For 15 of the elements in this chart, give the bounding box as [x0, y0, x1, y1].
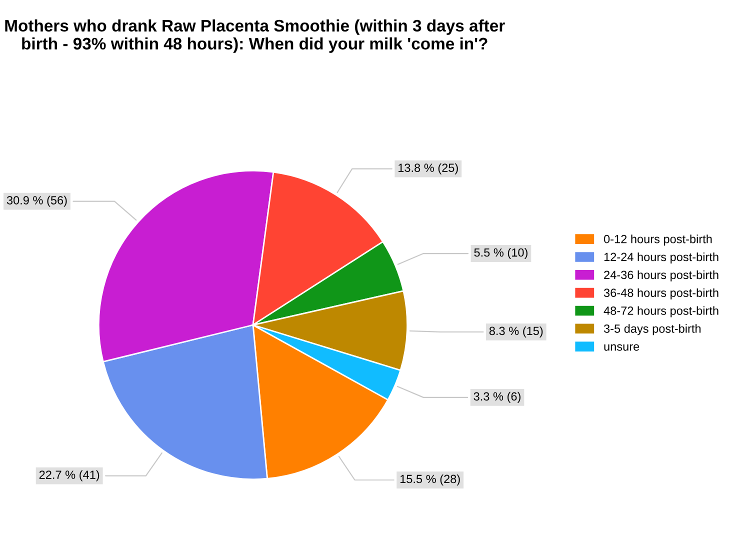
legend-label: 24-36 hours post-birth	[604, 270, 718, 282]
data-label: 15.5 % (28)	[400, 474, 460, 486]
data-label: 30.9 % (56)	[6, 196, 67, 207]
data-label: 3.3 % (6)	[474, 392, 520, 403]
data-label: 5.5 % (10)	[474, 248, 528, 260]
legend-label: 12-24 hours post-birth	[604, 252, 718, 264]
data-label: 13.8 % (25)	[398, 163, 458, 174]
legend-label: 48-72 hours post-birth	[604, 306, 718, 318]
legend-label: 36-48 hours post-birth	[604, 288, 718, 300]
chart-title: Mothers who drank Raw Placenta Smoothie (within 3 days after birth - 93% within 48 hours): When did your milk 'come in'?	[5, 19, 505, 53]
legend-label: 3-5 days post-birth	[604, 324, 701, 336]
data-label: 22.7 % (41)	[39, 470, 100, 482]
data-label: 8.3 % (15)	[489, 326, 543, 338]
legend-label: unsure	[604, 344, 640, 351]
legend-label: 0-12 hours post-birth	[604, 234, 712, 246]
